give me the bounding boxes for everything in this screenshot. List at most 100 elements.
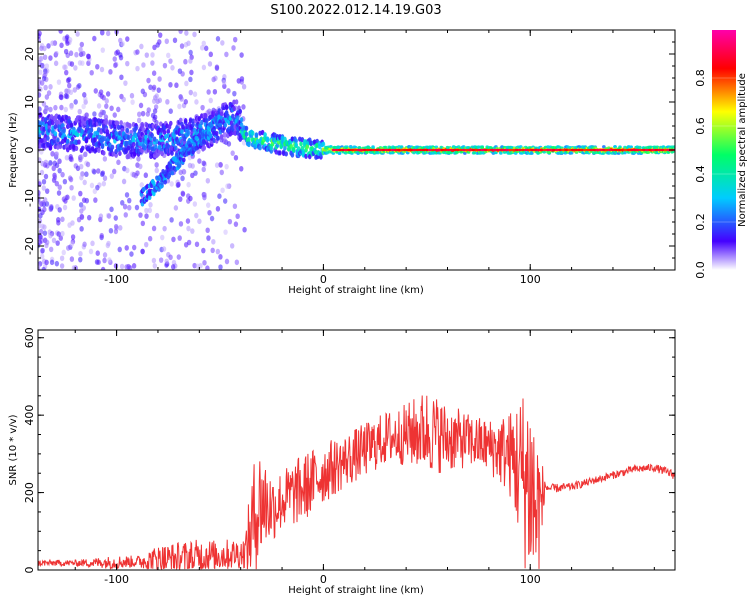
colorbar-gradient [712,30,736,270]
heatmap-cell [118,225,123,231]
heatmap-cell [63,93,69,99]
colorbar-label: Normalized spectral amplitude [737,73,748,227]
heatmap-cell [239,122,244,128]
heatmap-cell [443,148,448,152]
heatmap-cell [278,150,282,156]
heatmap-cell [149,141,153,147]
heatmap-cell [63,106,68,113]
snr-xtick-label: -100 [104,573,129,586]
heatmap-cell [95,250,100,256]
heatmap-cell [542,148,547,152]
heatmap-cell [62,128,66,134]
heatmap-cell [499,148,504,152]
heatmap-cell [192,201,198,207]
heatmap-cell [124,192,130,198]
heatmap-cell [589,148,594,152]
heatmap-cell [514,148,519,152]
heatmap-cell [224,104,229,110]
heatmap-cell [362,148,367,152]
heatmap-cell [218,162,223,168]
heatmap-cell [347,148,352,152]
heatmap-cell [136,156,141,162]
heatmap-cell [77,139,81,145]
heatmap-cell [236,78,241,84]
heatmap-cell [188,49,193,56]
heatmap-cell [136,117,142,124]
heatmap-cell [157,97,163,104]
snr-ytick-label: 200 [23,482,36,503]
heatmap-cell [641,148,646,152]
heatmap-cell [396,148,401,152]
heatmap-cell [95,184,100,191]
heatmap-cell [305,144,310,150]
heatmap-cell [62,204,68,211]
heatmap-cell [147,207,152,214]
heatmap-cell [229,243,235,249]
heatmap-cell [601,148,606,152]
spectrogram-ytick-label: 10 [23,95,36,109]
heatmap-cell [150,52,155,58]
heatmap-cell [54,50,59,57]
heatmap-cell [100,30,105,36]
heatmap-cell [629,148,634,152]
heatmap-cell [184,30,189,36]
heatmap-cell [52,160,58,167]
heatmap-cell [188,143,192,149]
heatmap-cell [165,99,170,105]
heatmap-cell [113,263,119,269]
heatmap-cell [289,143,293,149]
heatmap-cell [480,148,485,152]
heatmap-cell [85,161,91,168]
heatmap-cell [224,51,229,58]
heatmap-cell [86,53,91,60]
heatmap-cell [508,148,513,152]
heatmap-cell [359,148,364,152]
heatmap-cell [224,163,229,170]
heatmap-cell [84,138,89,144]
heatmap-cell [154,144,158,150]
heatmap-cell [452,148,457,152]
heatmap-cell [567,148,572,152]
heatmap-cell [38,228,44,235]
heatmap-cell [128,123,132,129]
heatmap-cell [437,148,442,152]
heatmap-cell [48,246,54,253]
heatmap-cell [79,154,84,160]
heatmap-cell [536,148,541,152]
heatmap-cell [607,148,612,152]
heatmap-cell [146,77,151,84]
heatmap-cell [112,168,117,175]
heatmap-cell [131,263,137,269]
heatmap-cell [144,241,149,248]
heatmap-cell [197,218,202,225]
heatmap-cell [137,111,142,118]
spectrogram-ylabel: Frequency (Hz) [8,112,19,188]
heatmap-cell [201,160,206,167]
heatmap-cell [178,221,184,227]
heatmap-cell [399,145,404,150]
heatmap-cell [152,263,157,269]
heatmap-cell [231,45,236,51]
spectrogram-xlabel: Height of straight line (km) [288,285,424,296]
heatmap-cell [144,207,149,214]
heatmap-cell [105,91,111,97]
heatmap-cell [170,150,174,156]
heatmap-cell [224,258,230,265]
heatmap-cell [233,154,239,161]
heatmap-cell [109,105,114,112]
heatmap-cell [139,182,144,188]
heatmap-cell [135,170,140,176]
heatmap-cell [187,162,193,169]
heatmap-cell [106,213,112,219]
heatmap-cell [108,69,113,75]
heatmap-cell [46,90,52,96]
heatmap-cell [48,145,53,151]
heatmap-cell [129,92,135,99]
heatmap-cell [66,245,71,251]
heatmap-cell [579,148,584,152]
heatmap-cell [140,110,146,117]
heatmap-cell [496,148,501,152]
heatmap-cell [617,148,622,152]
heatmap-cell [51,119,55,126]
